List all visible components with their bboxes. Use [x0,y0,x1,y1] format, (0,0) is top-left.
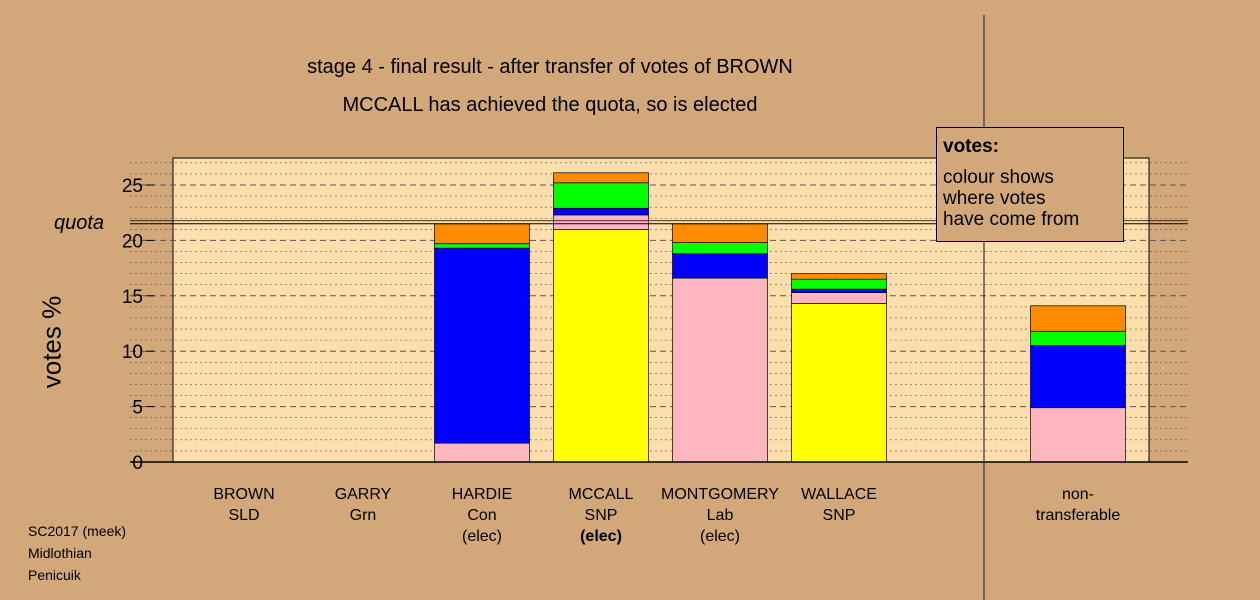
candidate-party: Grn [349,507,377,524]
legend-line: colour shows [943,167,1054,188]
bar-segment-pink [434,442,530,463]
bar-segment-pink [1030,407,1126,463]
bar-segment-blue [434,247,530,444]
candidate-name: GARRY [334,486,392,503]
bar-segment-pink [553,214,649,230]
bar-segment-pink [791,292,887,304]
y-tick-label: 0 [132,453,143,474]
y-axis-label: votes % [36,295,67,389]
bar-stack [434,223,530,463]
bar-segment-pink [672,277,768,463]
bar-segment-orange [553,172,649,184]
bar-segment-yellow [553,228,649,463]
bar-stack [791,273,887,463]
quota-label: quota [54,212,105,234]
bar-stack [1030,305,1126,463]
footer-election: SC2017 (meek) [28,523,127,539]
bar-segment-yellow [791,303,887,463]
bar-segment-blue [1030,345,1126,409]
candidate-name: BROWN [213,486,275,503]
legend-line: where votes [943,188,1046,209]
bar-segment-green [672,242,768,255]
y-tick-label: 25 [122,176,143,197]
bar-segment-green [434,243,530,249]
candidate-name: WALLACE [801,486,877,503]
candidate-name: HARDIE [451,486,513,503]
candidate-party: SLD [228,507,260,524]
chart-title: stage 4 - final result - after transfer … [307,56,793,78]
candidate-label: non-transferable [1013,484,1143,526]
candidate-label: GARRY Grn [298,484,428,526]
candidate-label: WALLACE SNP [774,484,904,526]
legend-line: have come from [943,209,1080,230]
y-tick-label: 10 [122,342,143,363]
bar-stack [672,223,768,463]
bar-segment-green [553,182,649,209]
y-tick-label: 20 [122,231,143,252]
candidate-label: MCCALL SNP (elec) [536,484,666,547]
legend-title: votes: [943,136,999,157]
bar-segment-orange [791,273,887,280]
bar-segment-orange [1030,305,1126,332]
candidate-label: HARDIE Con (elec) [417,484,547,547]
candidate-label: BROWN SLD [179,484,309,526]
y-tick-label: 5 [132,398,143,419]
candidate-label: MONTGOMERY Lab (elec) [655,484,785,547]
candidate-party: transferable [1035,507,1121,524]
bar-segment-blue [553,207,649,216]
candidate-status: (elec) [580,528,622,545]
candidate-party: Con [467,507,497,524]
candidate-party: Lab [706,507,734,524]
bar-segment-blue [791,288,887,293]
footer-ward: Penicuik [28,567,81,583]
bars [434,172,1126,463]
y-tick-label: 15 [122,287,143,308]
bar-segment-green [1030,330,1126,347]
bar-segment-blue [672,253,768,279]
y-axis: 0 5 10 15 20 25 [122,176,154,474]
bar-segment-orange [672,223,768,243]
candidate-party: SNP [822,507,856,524]
candidate-status: (elec) [699,528,740,545]
footer-council: Midlothian [28,545,92,561]
bar-segment-green [791,278,887,290]
candidate-party: SNP [584,507,618,524]
candidate-name: MONTGOMERY [661,486,779,503]
candidate-status: (elec) [461,528,502,545]
candidate-name: MCCALL [568,486,634,503]
legend: votes: colour shows where votes have com… [936,127,1124,242]
bar-stack [553,172,649,463]
bar-segment-orange [434,223,530,245]
chart-subtitle: MCCALL has achieved the quota, so is ele… [342,94,758,116]
candidate-name: non- [1061,486,1095,503]
